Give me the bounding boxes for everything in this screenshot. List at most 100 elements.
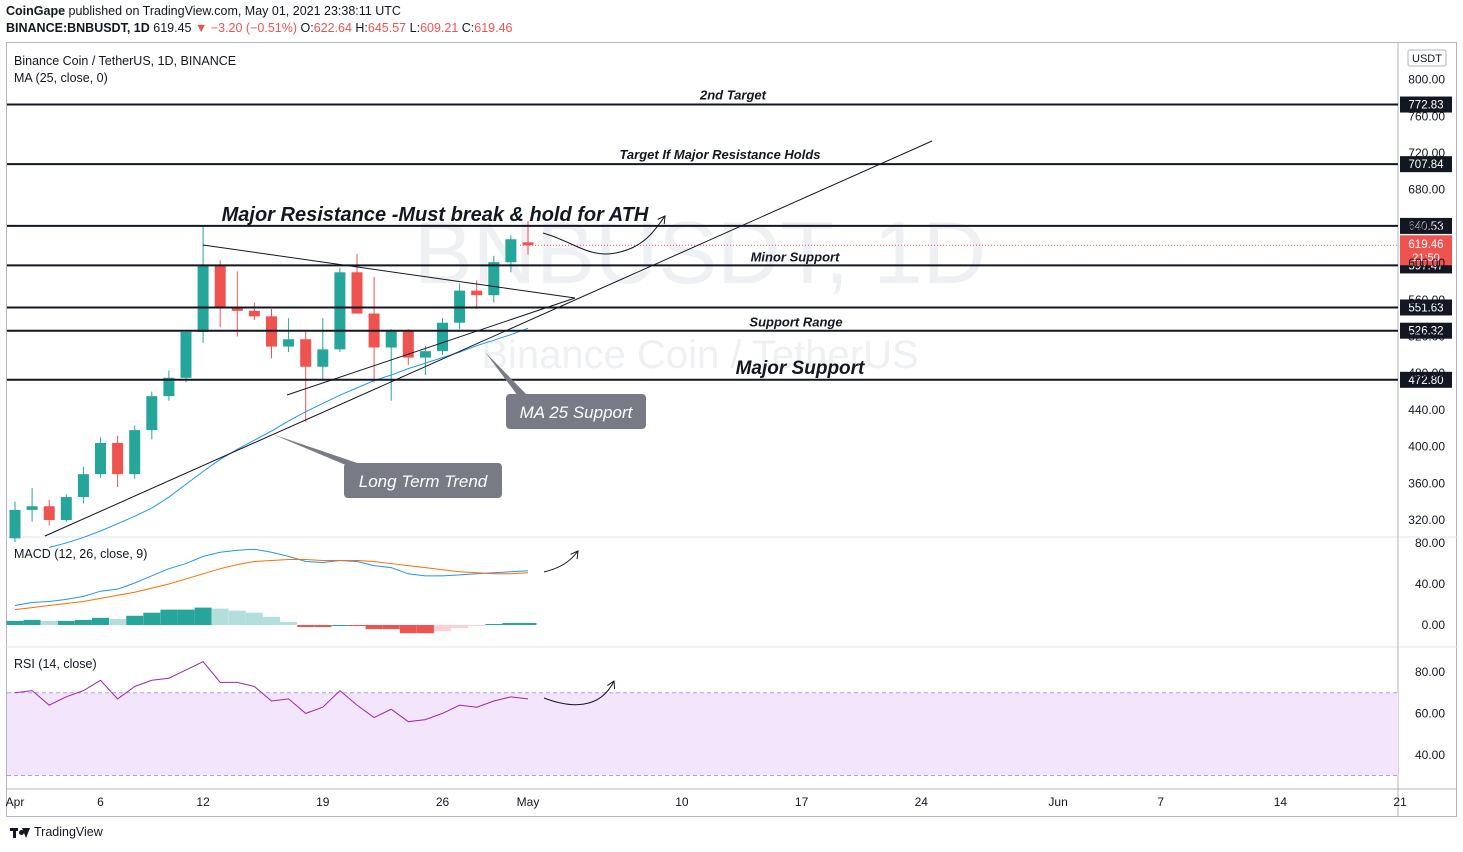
ma-legend: MA (25, close, 0): [14, 71, 108, 85]
footer-brand: TradingView: [34, 825, 103, 839]
time-tick-label: 14: [1274, 795, 1288, 809]
candle-body: [351, 272, 363, 314]
candle-body: [180, 331, 192, 378]
macd-histogram-bar: [57, 620, 75, 625]
macd-histogram-bar: [6, 620, 24, 625]
price-tick-label: 600.00: [1408, 256, 1445, 270]
macd-histogram-bar: [519, 622, 537, 625]
symbol-info: BINANCE:BNBUSDT, 1D 619.45 ▼ −3.20 (−0.5…: [6, 21, 513, 35]
level-price-label: 640.53: [1408, 221, 1443, 233]
open-label: O:: [300, 21, 314, 35]
price-tick-label: 440.00: [1408, 403, 1445, 417]
candle-body: [9, 509, 21, 539]
candle-body: [471, 290, 483, 296]
macd-histogram-bar: [126, 615, 144, 625]
macd-histogram-bar: [40, 620, 58, 625]
candle-body: [505, 239, 517, 263]
level-annotation: 2nd Target: [699, 88, 767, 103]
macd-tick-label: 40.00: [1415, 577, 1445, 591]
rsi-band: [7, 692, 1398, 776]
macd-histogram-bar: [485, 623, 503, 625]
projection-arrow-main: [542, 215, 666, 255]
candle-body: [402, 330, 414, 358]
price-change: −3.20 (−0.51%): [210, 21, 297, 35]
level-price-box: [1400, 322, 1452, 339]
macd-histogram-bar: [23, 619, 41, 625]
macd-histogram-bar: [143, 612, 161, 625]
price-tick-label: 400.00: [1408, 440, 1445, 454]
candle-body: [385, 330, 397, 348]
descending-trendline: [202, 244, 576, 299]
ma25-callout-text: MA 25 Support: [520, 403, 634, 422]
trend-callout-text: Long Term Trend: [359, 472, 488, 491]
currency-label: USDT: [1412, 53, 1442, 65]
high-label: H:: [355, 21, 368, 35]
macd-histogram-bar: [468, 625, 486, 627]
published-text: published on TradingView.com, May 01, 20…: [68, 4, 401, 18]
level-price-box: [1400, 371, 1452, 388]
chart-frame: [6, 42, 1457, 817]
candle-body: [214, 265, 226, 308]
macd-histogram-bar: [314, 625, 332, 628]
level-annotation: Minor Support: [751, 249, 840, 264]
close-label: C:: [461, 21, 475, 35]
ma25-callout-box: [506, 394, 646, 429]
candle-body: [26, 506, 38, 510]
watermark-description: Binance Coin / TetherUS: [481, 333, 918, 377]
candle-body: [95, 442, 106, 475]
tradingview-logo-icon: [10, 825, 30, 839]
macd-signal-line: [14, 558, 529, 611]
level-price-box: [1400, 156, 1452, 173]
macd-histogram-bar: [382, 625, 400, 630]
ma25-line: [49, 327, 529, 549]
chart-legend-title: Binance Coin / TetherUS, 1D, BINANCE: [14, 54, 236, 68]
footer: TradingView: [10, 825, 103, 839]
low-label: L:: [409, 21, 421, 35]
candle-body: [112, 442, 124, 475]
price-tick-label: 760.00: [1408, 109, 1445, 123]
candle-body: [419, 351, 431, 358]
last-price: 619.45: [153, 21, 192, 35]
macd-histogram-bar: [109, 618, 127, 625]
price-tick-label: 320.00: [1408, 513, 1445, 527]
publish-info: CoinGape published on TradingView.com, M…: [6, 4, 401, 18]
level-price-label: 707.84: [1408, 159, 1444, 171]
macd-histogram-bar: [502, 622, 520, 625]
time-tick-label: 24: [915, 795, 929, 809]
time-tick-label: May: [517, 795, 540, 809]
candle-body: [197, 265, 209, 332]
level-annotation: Target If Major Resistance Holds: [619, 147, 820, 162]
price-tick-label: 520.00: [1408, 330, 1445, 344]
macd-histogram-bar: [399, 625, 417, 634]
candle-body: [248, 310, 260, 317]
price-tick-label: 560.00: [1408, 293, 1445, 307]
projection-arrow-macd: [543, 550, 579, 573]
candle-body: [146, 396, 158, 431]
rsi-line: [14, 661, 529, 723]
candle-body: [163, 377, 175, 397]
macd-histogram-bar: [74, 619, 92, 625]
macd-tick-label: 0.00: [1422, 618, 1446, 632]
time-tick-label: 21: [1393, 795, 1407, 809]
price-tick-label: 480.00: [1408, 366, 1445, 380]
candle-body: [488, 262, 500, 296]
time-tick-label: 10: [675, 795, 689, 809]
callout-pointer: [485, 352, 528, 396]
rsi-tick-label: 40.00: [1415, 748, 1445, 762]
close-value: 619.46: [474, 21, 513, 35]
last-price-label: 619.46: [1408, 239, 1443, 251]
candle-body: [43, 506, 55, 520]
level-annotation: Major Resistance -Must break & hold for …: [222, 204, 649, 226]
price-tick-label: 800.00: [1408, 73, 1445, 87]
macd-line: [14, 548, 529, 607]
macd-histogram-bar: [297, 625, 315, 628]
level-price-label: 772.83: [1408, 100, 1443, 112]
long-term-trendline: [44, 140, 933, 537]
candle-body: [231, 307, 243, 311]
macd-histogram-bar: [245, 612, 263, 625]
level-price-box: [1400, 96, 1452, 113]
macd-histogram-bar: [331, 625, 349, 626]
candle-body: [60, 497, 72, 520]
macd-histogram-bar: [280, 621, 298, 625]
